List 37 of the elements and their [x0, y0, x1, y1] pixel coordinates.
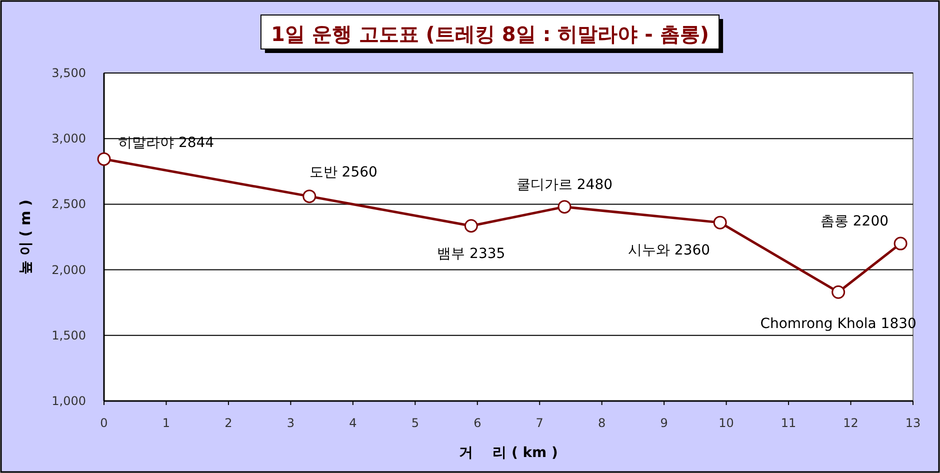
point — [302, 190, 316, 204]
point — [464, 219, 478, 233]
x-tick-label: 4 — [349, 416, 357, 430]
point — [894, 236, 908, 250]
x-tick-label: 5 — [411, 416, 419, 430]
x-tick-label: 0 — [100, 416, 108, 430]
x-tick-label: 3 — [286, 416, 295, 430]
data-label: 뱀부 2335 — [437, 246, 506, 262]
x-tick-label: 11 — [780, 416, 796, 430]
y-axis-title: 높 이 ( m ) — [18, 200, 34, 274]
x-tick-label: 12 — [843, 416, 858, 430]
x-tick-label: 2 — [224, 416, 232, 430]
x-axis-title: 거 리 ( km ) — [459, 445, 558, 461]
data-label: 도반 2560 — [309, 164, 378, 180]
y-tick-label: 2,000 — [52, 262, 86, 277]
data-label: 시누와 2360 — [628, 242, 710, 259]
x-tick-label: 9 — [660, 416, 668, 430]
x-tick-label: 1 — [162, 416, 170, 430]
data-label: 촘롱 2200 — [820, 214, 889, 230]
y-tick-label: 3,000 — [52, 132, 86, 146]
y-tick-label: 2,500 — [52, 197, 86, 212]
data-label: Chomrong Khola 1830 — [760, 316, 916, 332]
x-tick-label: 10 — [718, 416, 734, 430]
y-tick-label: 1,500 — [52, 328, 86, 342]
y-tick-label: 1,000 — [52, 394, 86, 408]
x-tick-label: 7 — [536, 416, 544, 430]
point — [97, 152, 111, 166]
chart-title: 1일 운행 고도표 (트레킹 8일 : 히말라야 - 촘롱) — [270, 22, 710, 46]
point — [832, 285, 846, 299]
point — [713, 216, 727, 230]
x-tick-label: 13 — [905, 416, 921, 430]
data-label: 히말라야 2844 — [118, 135, 214, 152]
x-tick-label: 6 — [474, 416, 482, 430]
x-tick-label: 8 — [598, 416, 606, 430]
y-tick-label: 3,500 — [52, 66, 86, 80]
data-label: 쿨디가르 2480 — [516, 176, 613, 193]
point — [558, 200, 572, 214]
